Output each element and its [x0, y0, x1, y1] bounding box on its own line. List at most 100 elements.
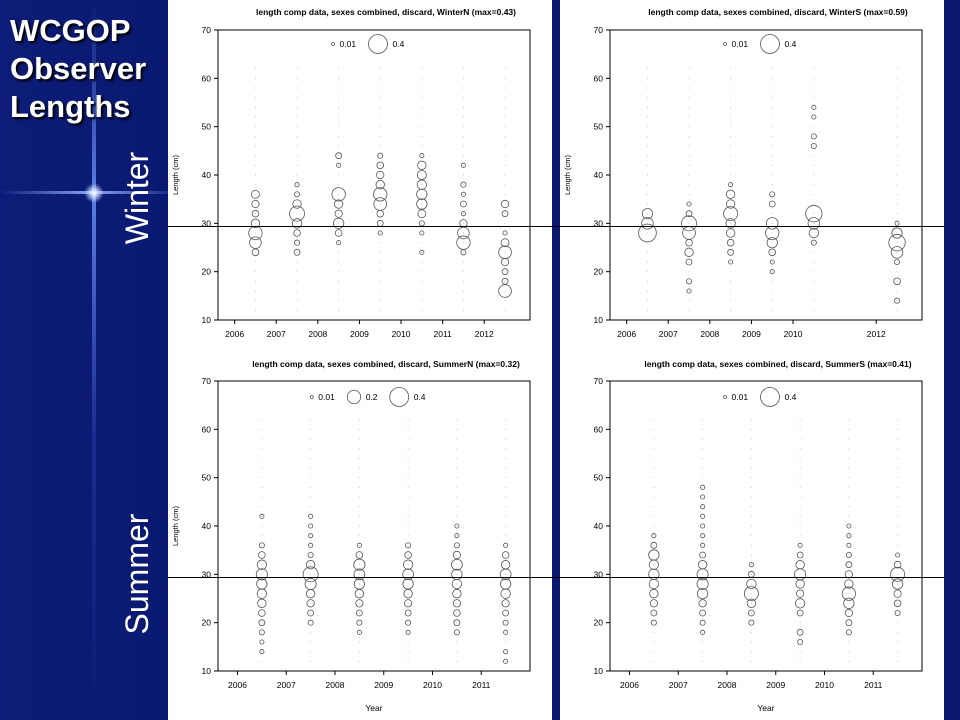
- empty-bin-dot: [407, 660, 409, 662]
- x-tick-label: 2010: [423, 680, 442, 690]
- empty-bin-dot: [771, 213, 773, 215]
- empty-bin-dot: [296, 232, 298, 234]
- empty-bin-dot: [421, 280, 423, 282]
- empty-bin-dot: [358, 448, 360, 450]
- empty-bin-dot: [504, 290, 506, 292]
- empty-bin-dot: [338, 232, 340, 234]
- empty-bin-dot: [750, 602, 752, 604]
- data-bubble: [251, 189, 260, 199]
- empty-bin-dot: [358, 622, 360, 624]
- data-bubble: [355, 599, 364, 608]
- empty-bin-dot: [456, 477, 458, 479]
- empty-bin-dot: [504, 145, 506, 147]
- empty-bin-dot: [338, 145, 340, 147]
- data-bubble: [305, 560, 316, 570]
- empty-bin-dot: [261, 593, 263, 595]
- empty-bin-dot: [688, 193, 690, 195]
- data-bubble: [304, 577, 317, 591]
- data-bubble: [728, 259, 734, 265]
- empty-bin-dot: [799, 564, 801, 566]
- data-bubble: [302, 566, 319, 583]
- empty-bin-dot: [358, 438, 360, 440]
- empty-bin-dot: [771, 184, 773, 186]
- data-bubble: [419, 153, 425, 159]
- slide-title: WCGOP Observer Lengths: [10, 12, 146, 126]
- empty-bin-dot: [407, 525, 409, 527]
- empty-bin-dot: [653, 554, 655, 556]
- empty-bin-dot: [456, 564, 458, 566]
- empty-bin-dot: [702, 496, 704, 498]
- empty-bin-dot: [462, 155, 464, 157]
- empty-bin-dot: [254, 68, 256, 70]
- data-bubble: [649, 589, 659, 599]
- data-bubble: [500, 578, 512, 590]
- empty-bin-dot: [261, 660, 263, 662]
- data-bubble: [251, 209, 260, 218]
- data-bubble: [700, 513, 706, 519]
- empty-bin-dot: [421, 97, 423, 99]
- data-bubble: [748, 562, 754, 568]
- empty-bin-dot: [653, 564, 655, 566]
- data-bubble: [696, 577, 709, 591]
- data-bubble: [258, 609, 266, 617]
- data-bubble: [502, 619, 509, 626]
- empty-bin-dot: [456, 515, 458, 517]
- plot-frame: [609, 29, 923, 321]
- slide-title-line: Lengths: [10, 89, 131, 124]
- empty-bin-dot: [897, 496, 899, 498]
- data-bubble: [376, 170, 385, 180]
- empty-bin-dot: [750, 428, 752, 430]
- empty-bin-dot: [799, 448, 801, 450]
- empty-bin-dot: [296, 251, 298, 253]
- empty-bin-dot: [296, 135, 298, 137]
- chart-panel-right: [560, 0, 944, 720]
- data-bubble: [419, 230, 425, 236]
- data-bubble: [405, 619, 412, 626]
- empty-bin-dot: [688, 145, 690, 147]
- legend-bubble: [760, 387, 780, 407]
- data-bubble: [405, 629, 411, 635]
- data-bubble: [743, 586, 759, 602]
- empty-bin-dot: [646, 222, 648, 224]
- empty-bin-dot: [310, 477, 312, 479]
- empty-bin-dot: [504, 106, 506, 108]
- empty-bin-dot: [730, 242, 732, 244]
- empty-bin-dot: [254, 242, 256, 244]
- empty-bin-dot: [421, 251, 423, 253]
- data-bubble: [685, 258, 693, 266]
- empty-bin-dot: [730, 300, 732, 302]
- data-bubble: [377, 230, 383, 236]
- empty-bin-dot: [379, 242, 381, 244]
- empty-bin-dot: [848, 506, 850, 508]
- empty-bin-dot: [848, 564, 850, 566]
- empty-bin-dot: [407, 651, 409, 653]
- empty-bin-dot: [407, 496, 409, 498]
- legend-bubble: [331, 42, 335, 46]
- empty-bin-dot: [358, 457, 360, 459]
- empty-bin-dot: [897, 602, 899, 604]
- data-bubble: [308, 542, 314, 548]
- empty-bin-dot: [338, 135, 340, 137]
- empty-bin-dot: [646, 135, 648, 137]
- empty-bin-dot: [750, 641, 752, 643]
- data-bubble: [460, 191, 466, 197]
- empty-bin-dot: [646, 145, 648, 147]
- empty-bin-dot: [730, 145, 732, 147]
- empty-bin-dot: [646, 87, 648, 89]
- empty-bin-dot: [310, 535, 312, 537]
- empty-bin-dot: [407, 428, 409, 430]
- empty-bin-dot: [421, 164, 423, 166]
- empty-bin-dot: [261, 515, 263, 517]
- data-bubble: [686, 201, 692, 207]
- data-bubble: [700, 629, 706, 635]
- empty-bin-dot: [688, 309, 690, 311]
- slide-title-line: WCGOP: [10, 13, 131, 48]
- empty-bin-dot: [771, 97, 773, 99]
- empty-bin-dot: [750, 631, 752, 633]
- data-bubble: [727, 248, 735, 256]
- data-bubble: [501, 551, 510, 559]
- empty-bin-dot: [771, 280, 773, 282]
- empty-bin-dot: [456, 544, 458, 546]
- empty-bin-dot: [505, 612, 507, 614]
- empty-bin-dot: [504, 116, 506, 118]
